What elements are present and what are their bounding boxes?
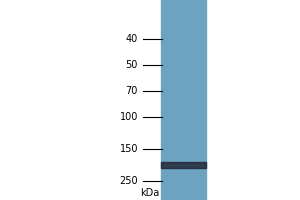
Bar: [160, 0, 206, 200]
Text: 50: 50: [126, 60, 138, 70]
Text: 100: 100: [120, 112, 138, 122]
Text: kDa: kDa: [140, 188, 159, 198]
Text: 40: 40: [126, 34, 138, 44]
Text: 70: 70: [126, 86, 138, 96]
Bar: [160, 162, 206, 168]
Text: 150: 150: [119, 144, 138, 154]
Text: 250: 250: [119, 176, 138, 186]
